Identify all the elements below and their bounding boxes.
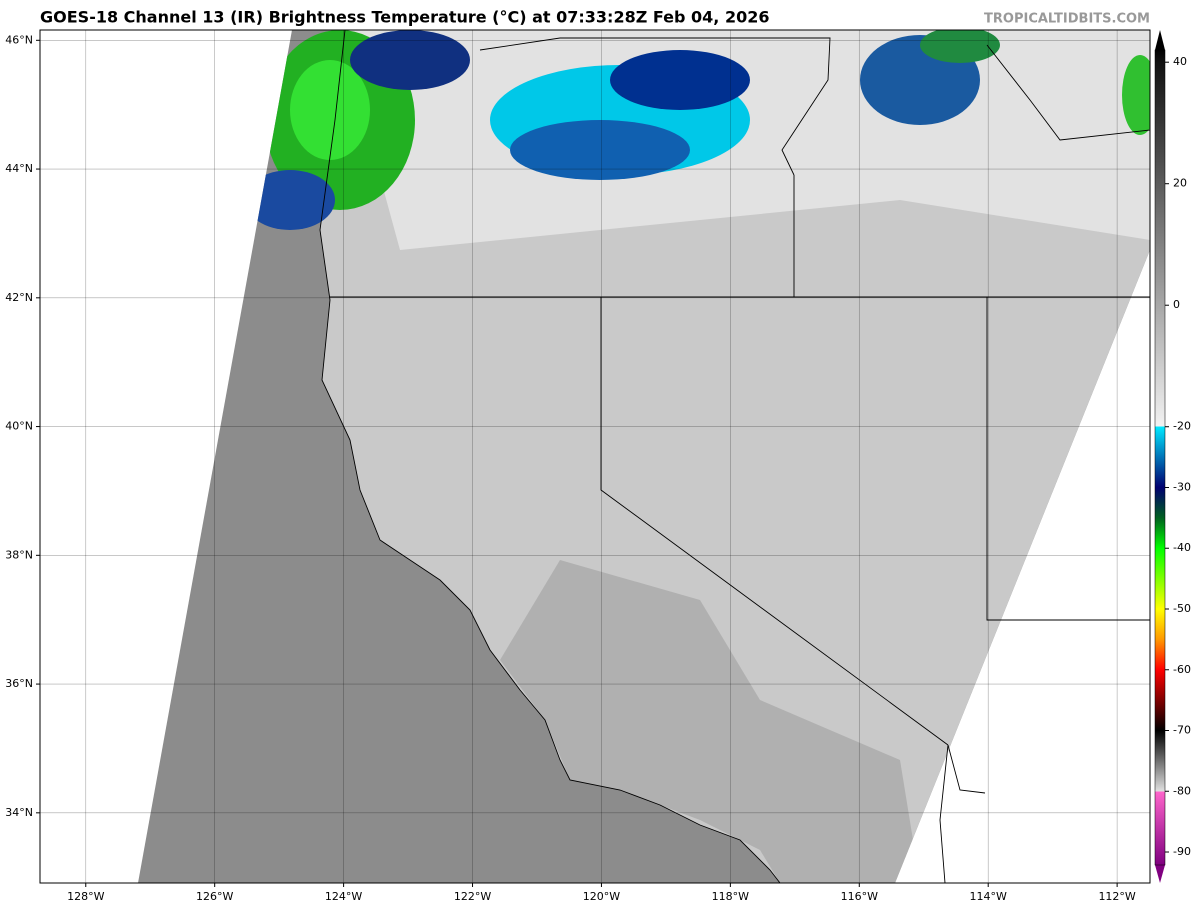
x-tick-label: 114°W [970, 890, 1007, 903]
x-tick-label: 122°W [454, 890, 491, 903]
y-tick-label: 36°N [5, 677, 33, 690]
colorbar-label: -70 [1173, 724, 1191, 737]
colorbar: 40 20 0 -20 -30 -40 -50 -60 -70 -80 -90 [1154, 30, 1191, 883]
y-tick-label: 46°N [5, 33, 33, 46]
colorbar-label: 0 [1173, 298, 1180, 311]
x-tick-label: 124°W [325, 890, 362, 903]
x-tick-label: 118°W [712, 890, 749, 903]
watermark: TROPICALTIDBITS.COM [984, 12, 1150, 27]
colorbar-label: -60 [1173, 663, 1191, 676]
y-tick-label: 34°N [5, 806, 33, 819]
colorbar-label: -50 [1173, 602, 1191, 615]
map-frame [39, 29, 1151, 884]
y-tick-label: 38°N [5, 548, 33, 561]
x-tick-label: 120°W [583, 890, 620, 903]
map-imagery [40, 30, 1150, 883]
colorbar-label: 20 [1173, 177, 1187, 190]
colorbar-label: -30 [1173, 480, 1191, 493]
colorbar-label: -20 [1173, 420, 1191, 433]
colorbar-label: -90 [1173, 845, 1191, 858]
x-tick-label: 128°W [67, 890, 104, 903]
x-tick-label: 116°W [841, 890, 878, 903]
y-tick-label: 44°N [5, 162, 33, 175]
y-tick-label: 40°N [5, 420, 33, 433]
colorbar-label: -40 [1173, 541, 1191, 554]
x-tick-label: 126°W [196, 890, 233, 903]
colorbar-label: -80 [1173, 784, 1191, 797]
y-tick-label: 42°N [5, 291, 33, 304]
x-tick-label: 112°W [1098, 890, 1135, 903]
title: GOES-18 Channel 13 (IR) Brightness Tempe… [40, 8, 769, 27]
colorbar-label: 40 [1173, 55, 1187, 68]
